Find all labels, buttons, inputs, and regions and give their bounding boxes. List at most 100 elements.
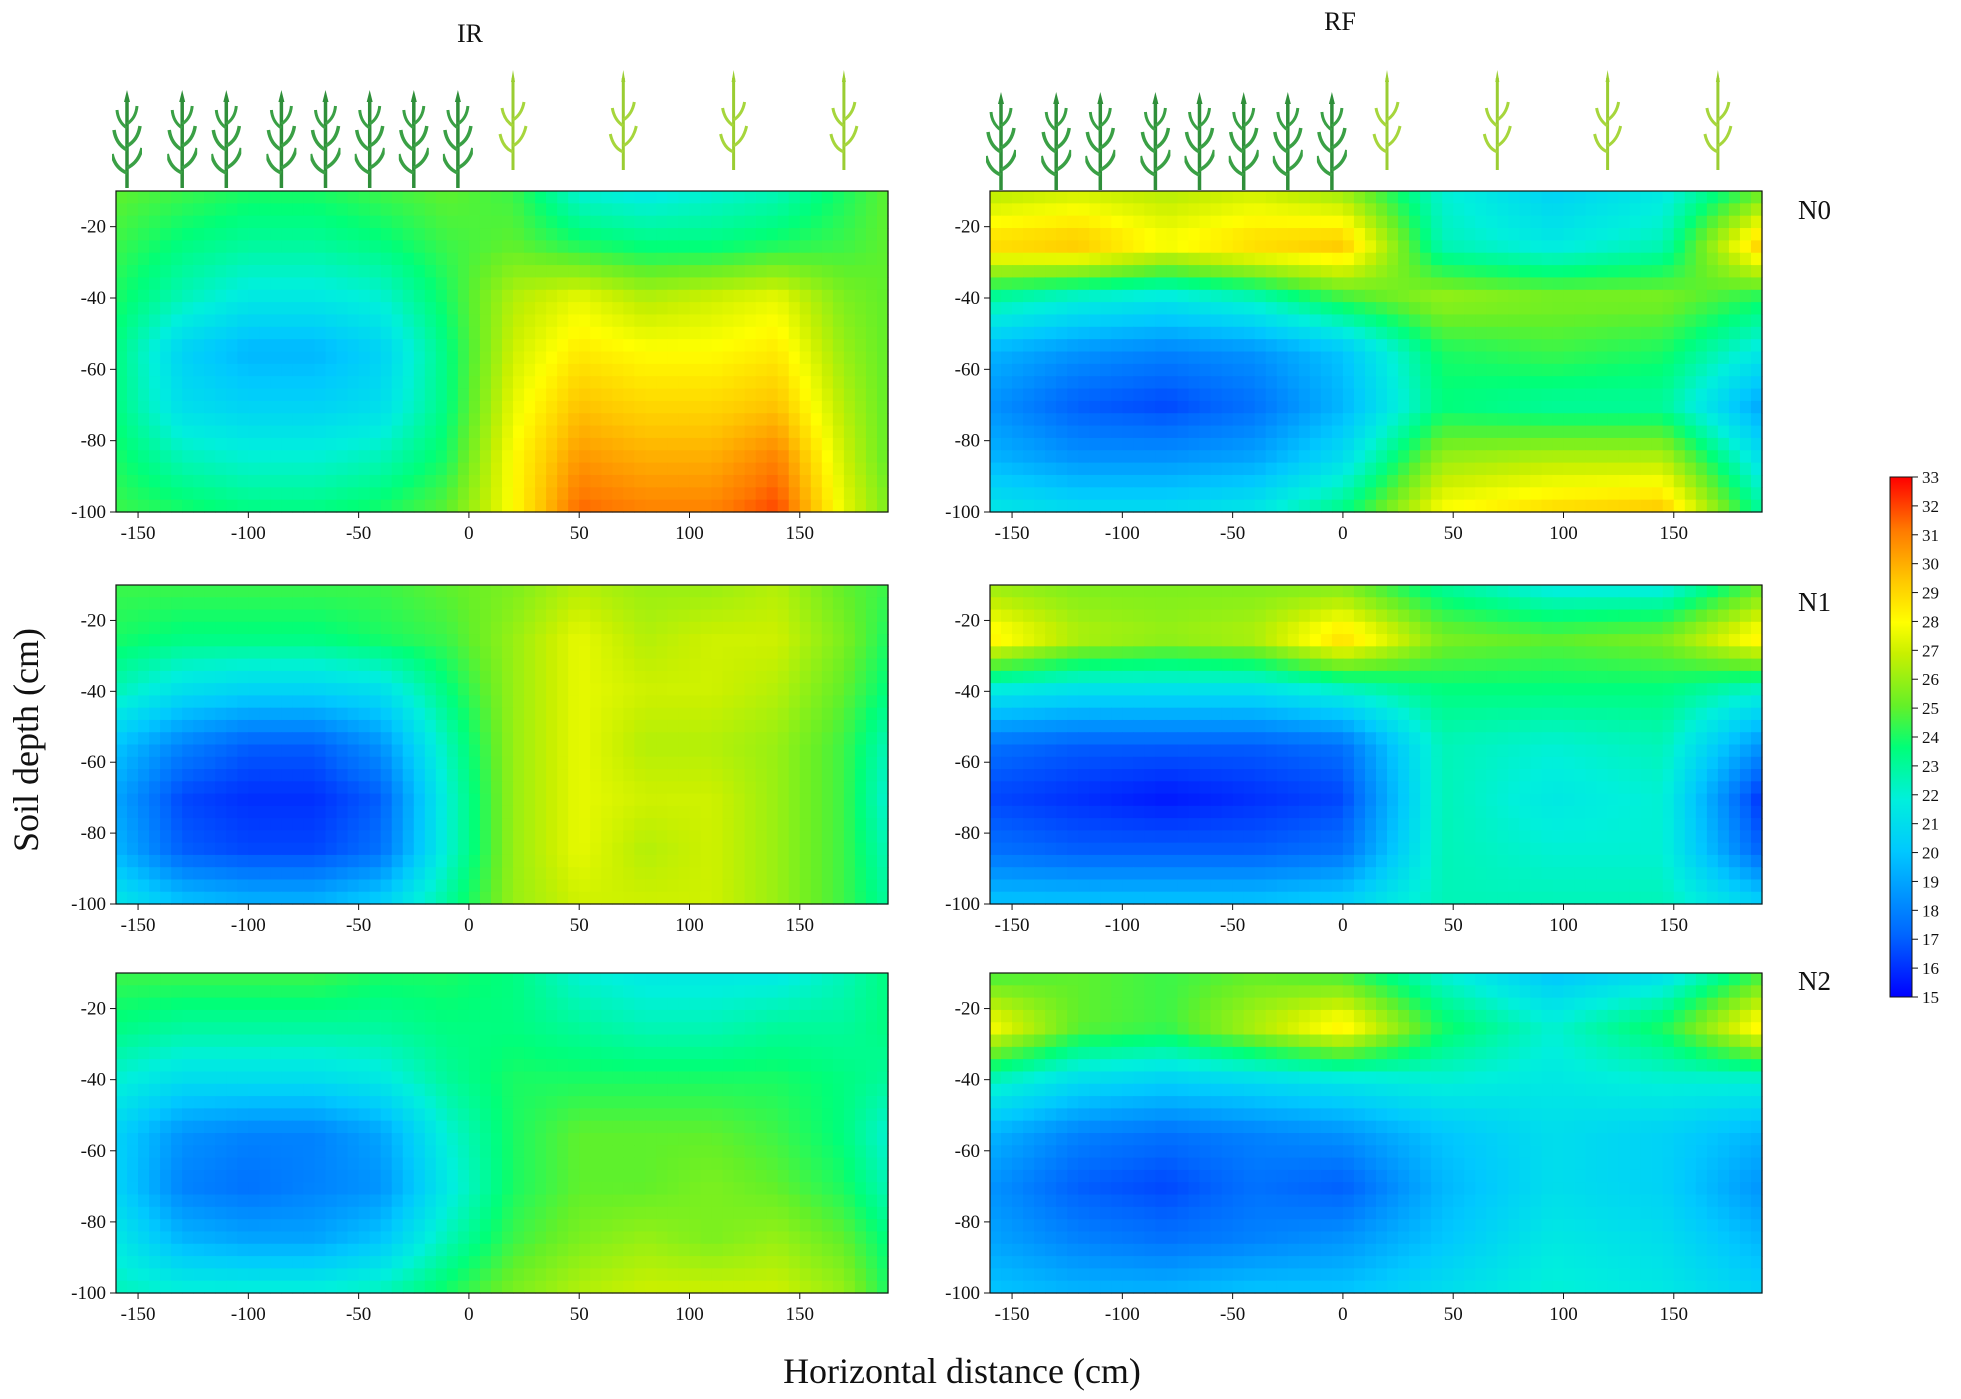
- heat-cell: [369, 191, 382, 204]
- heat-cell: [711, 634, 724, 647]
- heat-cell: [1320, 339, 1333, 353]
- heat-cell: [678, 609, 691, 623]
- heat-cell: [1640, 277, 1653, 291]
- heat-cell: [755, 793, 768, 807]
- heat-cell: [358, 756, 371, 770]
- heat-cell: [700, 425, 713, 439]
- heat-cell: [138, 302, 150, 316]
- heat-cell: [634, 744, 646, 758]
- heat-cell: [204, 413, 216, 427]
- heat-cell: [1497, 462, 1509, 476]
- heat-cell: [391, 265, 404, 279]
- heat-cell: [722, 425, 735, 439]
- heat-cell: [1067, 289, 1079, 303]
- heat-cell: [204, 499, 216, 513]
- heat-cell: [722, 695, 735, 709]
- panel-frame: [115, 190, 889, 513]
- heat-cell: [843, 744, 856, 758]
- heat-cell: [457, 363, 470, 377]
- heat-cell: [479, 793, 492, 807]
- heat-cell: [1508, 413, 1520, 427]
- heat-cell: [1364, 314, 1377, 328]
- heat-cell: [612, 425, 624, 439]
- heat-cell: [1739, 413, 1752, 427]
- heat-cell: [1067, 252, 1079, 266]
- heat-cell: [1155, 400, 1168, 414]
- heat-cell: [612, 462, 624, 476]
- heat-cell: [204, 609, 216, 623]
- heat-cell: [568, 388, 580, 402]
- heat-cell: [1431, 339, 1443, 353]
- heat-cell: [1409, 191, 1421, 204]
- heat-cell: [777, 314, 790, 328]
- heat-cell: [766, 388, 779, 402]
- heat-cell: [204, 793, 216, 807]
- heat-cell: [1320, 203, 1333, 217]
- heat-cell: [160, 363, 172, 377]
- heat-cell: [358, 793, 371, 807]
- heat-cell: [149, 339, 161, 353]
- heat-cell: [1364, 289, 1377, 303]
- heat-cell: [1541, 191, 1554, 204]
- heat-cell: [446, 756, 459, 770]
- heat-cell: [1177, 437, 1190, 451]
- heat-cell: [490, 634, 503, 647]
- heat-cell: [711, 228, 724, 241]
- heat-cell: [678, 351, 691, 365]
- heat-cell: [535, 756, 547, 770]
- heat-cell: [777, 413, 790, 427]
- heat-cell: [413, 462, 426, 476]
- heat-cell: [1287, 215, 1300, 229]
- heat-cell: [127, 769, 139, 782]
- heat-cell: [1342, 413, 1355, 427]
- heat-cell: [248, 388, 260, 402]
- heat-cell: [777, 487, 790, 501]
- heat-cell: [1486, 474, 1498, 488]
- heat-cell: [1640, 191, 1653, 204]
- heat-cell: [1574, 413, 1587, 427]
- heat-cell: [700, 744, 713, 758]
- heat-cell: [1574, 289, 1587, 303]
- heat-cell: [1199, 289, 1212, 303]
- heat-cell: [204, 314, 216, 328]
- heat-cell: [1541, 425, 1554, 439]
- heat-cell: [1353, 425, 1366, 439]
- heat-cell: [248, 425, 260, 439]
- heat-cell: [182, 670, 194, 684]
- heat-cell: [380, 658, 393, 672]
- heat-cell: [1210, 425, 1223, 439]
- heat-cell: [1695, 228, 1708, 241]
- heat-cell: [1155, 277, 1168, 291]
- heat-cell: [116, 339, 128, 353]
- heat-cell: [1100, 265, 1112, 279]
- heat-cell: [1519, 277, 1531, 291]
- heat-cell: [1409, 462, 1421, 476]
- x-tick-label: 150: [1660, 523, 1689, 544]
- heat-cell: [799, 695, 812, 709]
- heat-cell: [468, 634, 481, 647]
- heat-cell: [1188, 351, 1201, 365]
- heat-cell: [1596, 474, 1609, 488]
- heat-cell: [259, 289, 271, 303]
- heat-cell: [1188, 289, 1201, 303]
- heat-cell: [1662, 413, 1675, 427]
- heat-cell: [1287, 450, 1300, 464]
- heat-cell: [490, 597, 503, 611]
- heat-cell: [292, 376, 305, 390]
- heat-cell: [160, 400, 172, 414]
- heat-cell: [391, 326, 404, 340]
- heat-cell: [1276, 252, 1289, 266]
- heat-cell: [1122, 499, 1134, 513]
- x-tick-label: 0: [1338, 523, 1348, 544]
- heat-cell: [259, 314, 271, 328]
- heat-cell: [1750, 228, 1763, 241]
- heat-cell: [479, 289, 492, 303]
- heat-cell: [1376, 265, 1388, 279]
- heat-cell: [766, 425, 779, 439]
- heat-cell: [391, 719, 404, 733]
- maize-plant-sparse-icon: [498, 70, 528, 170]
- heat-cell: [667, 781, 680, 795]
- heat-cell: [336, 376, 349, 390]
- heat-cell: [1563, 326, 1576, 340]
- heat-cell: [413, 769, 426, 782]
